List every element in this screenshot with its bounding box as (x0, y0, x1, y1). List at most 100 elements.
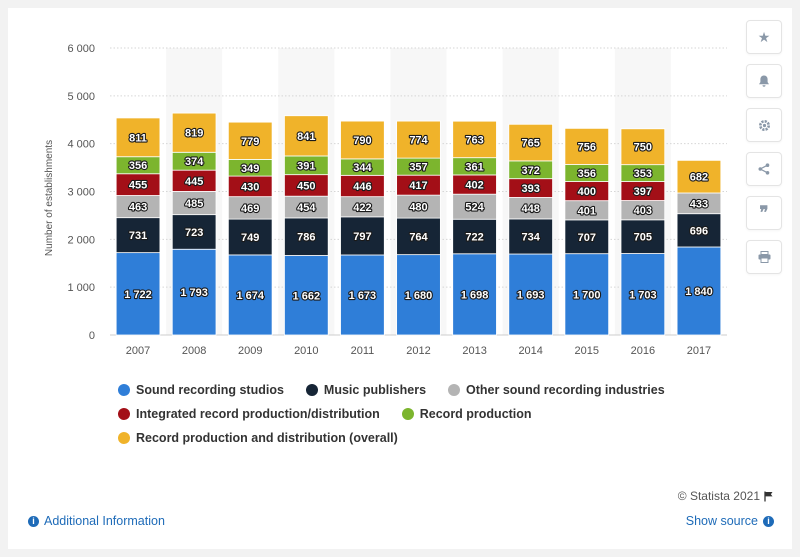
bar-segment[interactable] (340, 120, 385, 160)
data-label: 361 (465, 161, 483, 173)
bar-segment[interactable] (227, 254, 273, 336)
data-label: 756 (578, 141, 596, 153)
gear-icon[interactable] (746, 108, 782, 142)
flag-icon (764, 491, 773, 501)
data-label: 403 (634, 205, 652, 217)
legend-item-sound-recording-studios[interactable]: Sound recording studios (118, 383, 284, 397)
show-source-link[interactable]: Show source i (686, 514, 774, 528)
data-label: 1 674 (236, 290, 264, 302)
bar-segment[interactable] (620, 219, 666, 254)
bell-icon[interactable] (746, 64, 782, 98)
legend-label: Integrated record production/distributio… (136, 407, 380, 421)
legend-label: Other sound recording industries (466, 383, 665, 397)
y-tick-label: 2 000 (67, 234, 95, 246)
bar-segment[interactable] (340, 254, 385, 336)
bar-segment[interactable] (284, 255, 329, 336)
bar-segment[interactable] (676, 213, 722, 248)
data-label: 1 840 (685, 286, 713, 298)
data-label: 401 (578, 205, 596, 217)
data-label: 1 673 (349, 290, 377, 302)
data-label: 707 (578, 232, 596, 244)
data-label: 1 793 (180, 287, 208, 299)
data-label: 480 (409, 202, 427, 214)
bar-segment[interactable] (171, 112, 217, 153)
data-label: 765 (522, 138, 540, 150)
bar-segment[interactable] (115, 252, 161, 336)
data-label: 448 (522, 203, 540, 215)
data-label: 1 700 (573, 289, 601, 301)
show-source-text: Show source (685, 514, 758, 528)
bar-segment[interactable] (115, 217, 161, 254)
bar-segment[interactable] (620, 253, 666, 336)
legend-label: Music publishers (323, 383, 427, 397)
bar-segment[interactable] (115, 117, 161, 158)
legend-item-other-sound-recording[interactable]: Other sound recording industries (448, 383, 665, 397)
bar-segment[interactable] (564, 127, 610, 165)
additional-information-link[interactable]: i Additional Information (28, 514, 165, 528)
bar-segment[interactable] (452, 253, 497, 336)
data-label: 524 (465, 202, 484, 214)
data-label: 402 (465, 180, 483, 192)
x-tick-label: 2016 (631, 345, 655, 357)
quote-icon[interactable]: ❞ (746, 196, 782, 230)
legend-label: Sound recording studios (136, 383, 284, 397)
data-label: 356 (129, 160, 147, 172)
data-label: 1 680 (405, 290, 433, 302)
bar-segment[interactable] (227, 121, 273, 160)
legend-item-integrated-record[interactable]: Integrated record production/distributio… (118, 407, 380, 421)
legend-swatch (448, 384, 461, 396)
bar-segment[interactable] (564, 253, 610, 336)
bar-segment[interactable] (508, 123, 553, 162)
print-icon[interactable] (746, 240, 782, 274)
data-label: 374 (185, 156, 204, 168)
y-tick-label: 5 000 (67, 91, 95, 103)
bar-segment[interactable] (171, 248, 217, 336)
info-icon: i (763, 515, 774, 527)
bar-segment[interactable] (396, 120, 441, 159)
data-label: 356 (578, 168, 596, 180)
data-label: 731 (129, 230, 147, 242)
data-label: 723 (185, 227, 203, 239)
legend-swatch (401, 408, 414, 420)
bar-segment[interactable] (284, 217, 329, 256)
data-label: 349 (241, 163, 259, 175)
share-icon[interactable] (746, 152, 782, 186)
legend-label: Record production (419, 407, 532, 421)
bar-segment[interactable] (564, 219, 610, 255)
y-tick-label: 3 000 (67, 187, 95, 199)
bar-segment[interactable] (171, 214, 217, 250)
bar-segment[interactable] (452, 193, 497, 220)
bar-segment[interactable] (676, 246, 722, 336)
legend-item-record-production[interactable]: Record production (401, 407, 532, 421)
bar-segment[interactable] (396, 254, 441, 336)
legend-label: Record production and distribution (over… (136, 431, 398, 445)
bar-segment[interactable] (676, 159, 722, 194)
data-label: 450 (297, 180, 315, 192)
data-label: 445 (185, 176, 203, 188)
data-label: 372 (522, 165, 540, 177)
data-label: 455 (129, 180, 147, 192)
statista-credit[interactable]: © Statista 2021 (678, 489, 774, 503)
data-label: 786 (297, 232, 315, 244)
legend-swatch (118, 432, 130, 444)
legend-item-music-publishers[interactable]: Music publishers (305, 383, 427, 397)
bar-segment[interactable] (452, 120, 497, 159)
bar-segment[interactable] (620, 128, 666, 166)
data-label: 344 (353, 162, 372, 174)
bar-segment[interactable] (284, 115, 329, 157)
data-label: 422 (353, 202, 371, 214)
legend-item-record-production-overall[interactable]: Record production and distribution (over… (118, 431, 398, 445)
star-icon[interactable]: ★ (746, 20, 782, 54)
data-label: 417 (409, 180, 427, 192)
bar-segment[interactable] (396, 217, 441, 256)
y-tick-label: 4 000 (67, 139, 95, 151)
data-label: 811 (129, 132, 147, 144)
data-label: 779 (241, 136, 259, 148)
data-label: 353 (634, 168, 652, 180)
bar-segment[interactable] (227, 218, 273, 256)
legend-swatch (305, 384, 318, 396)
data-label: 446 (353, 181, 371, 193)
x-tick-label: 2017 (687, 345, 711, 357)
additional-information-text: Additional Information (44, 514, 165, 528)
data-label: 1 662 (293, 290, 321, 302)
